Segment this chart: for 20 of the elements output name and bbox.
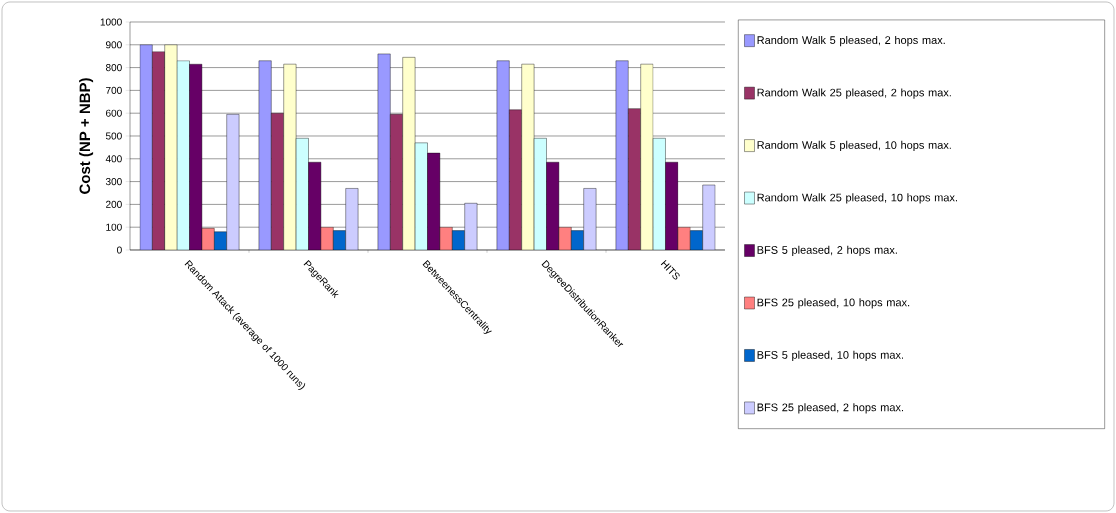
- y-tick-label: 300: [105, 178, 122, 186]
- legend-label: Random Walk 5 pleased, 2 hops max.: [757, 35, 945, 47]
- y-axis-title: Cost (NP + NBP): [79, 78, 94, 194]
- y-tick-label: 700: [106, 86, 122, 94]
- y-tick-label: 0: [117, 246, 122, 254]
- legend-label: BFS 5 pleased, 10 hops max.: [757, 350, 904, 361]
- y-tick-label: 900: [106, 41, 122, 49]
- legend-label: BFS 5 pleased, 2 hops max.: [757, 245, 897, 257]
- legend-label: BFS 25 pleased, 10 hops max.: [757, 298, 910, 309]
- y-tick-label: 100: [106, 223, 122, 231]
- y-tick-label: 800: [105, 64, 122, 72]
- legend-label: Random Walk 5 pleased, 10 hops max.: [757, 140, 951, 152]
- y-tick-label: 500: [105, 132, 122, 140]
- legend-label: Random Walk 25 pleased, 2 hops max.: [757, 88, 951, 99]
- legend-label: Random Walk 25 pleased, 10 hops max.: [757, 193, 957, 204]
- y-tick-label: 200: [106, 200, 122, 208]
- y-tick-label: 400: [105, 155, 122, 163]
- y-tick-label: 1000: [100, 18, 122, 26]
- y-tick-label: 600: [106, 109, 122, 117]
- legend-label: BFS 25 pleased, 2 hops max.: [757, 403, 904, 414]
